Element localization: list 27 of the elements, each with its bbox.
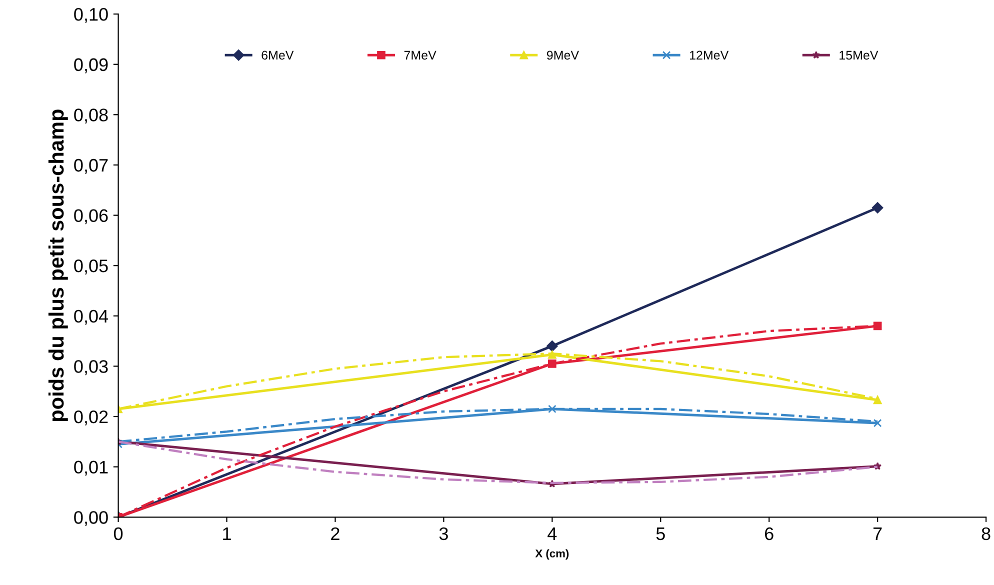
- x-tick-label: 6: [765, 527, 774, 540]
- y-tick-label: 0,05: [74, 260, 108, 274]
- y-tick-label: 0,00: [74, 511, 108, 526]
- x-tick-label: 5: [656, 528, 665, 540]
- legend-label: 6MeV: [262, 50, 294, 60]
- y-axis-title: poids du plus petit sous-champ: [48, 110, 68, 422]
- x-tick-label: 1: [223, 528, 231, 540]
- y-tick-label: 0,04: [74, 310, 108, 325]
- y-tick-label: 0,10: [74, 8, 108, 23]
- x-tick-label: 4: [548, 528, 557, 540]
- y-tick-label: 0,02: [74, 410, 108, 426]
- legend-label: 12MeV: [690, 50, 729, 60]
- y-tick-label: 0,06: [74, 209, 108, 224]
- y-tick-label: 0,03: [74, 360, 108, 376]
- y-tick-label: 0,08: [74, 108, 108, 124]
- legend-label: 9MeV: [546, 50, 579, 60]
- legend-label: 7MeV: [404, 50, 436, 60]
- y-tick-label: 0,07: [74, 158, 108, 174]
- y-tick-label: 0,09: [74, 58, 108, 74]
- x-tick-label: 3: [439, 527, 448, 540]
- x-axis-title: X (cm): [535, 549, 569, 560]
- x-tick-label: 2: [331, 527, 340, 540]
- x-tick-label: 0: [114, 527, 123, 540]
- legend-label: 15MeV: [840, 50, 878, 60]
- x-tick-label: 8: [982, 527, 990, 540]
- x-tick-label: 7: [873, 528, 882, 540]
- y-tick-label: 0,01: [74, 460, 108, 476]
